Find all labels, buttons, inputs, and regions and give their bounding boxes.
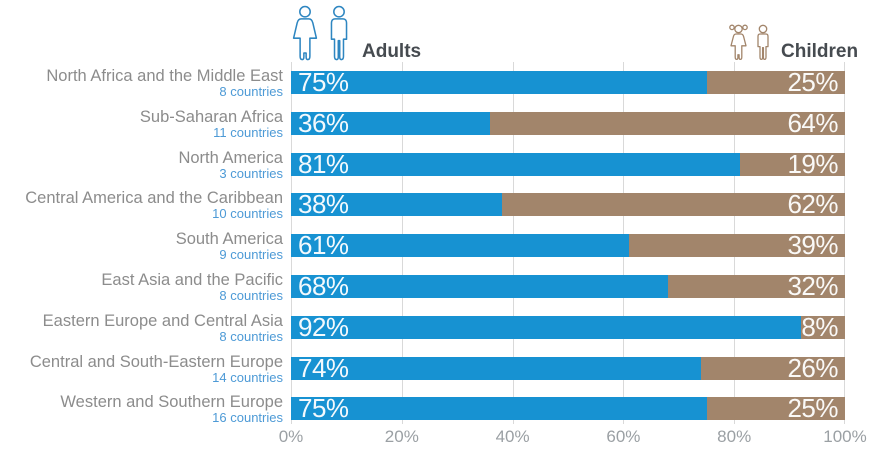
x-tick-label: 40% <box>495 427 530 446</box>
children-bar-segment <box>628 234 845 257</box>
row-labels: Central and South-Eastern Europe 14 count… <box>0 353 283 385</box>
children-bar-segment <box>700 357 845 380</box>
children-percent-label: 8% <box>801 312 838 342</box>
adults-percent-label: 74% <box>298 353 349 383</box>
row-labels: North Africa and the Middle East 8 countr… <box>0 67 283 99</box>
adults-percent-label: 38% <box>298 189 349 219</box>
stacked-bar: 92% 8% <box>291 312 845 342</box>
stacked-bar: 75% 25% <box>291 393 845 423</box>
legend-adults: Adults <box>289 5 421 62</box>
legend-adults-label: Adults <box>362 41 422 62</box>
children-bar-segment <box>800 316 845 339</box>
children-percent-label: 62% <box>787 189 838 219</box>
girl-icon <box>729 24 748 61</box>
countries-label: 11 countries <box>213 124 283 140</box>
adults-bar-segment <box>291 193 502 216</box>
region-label: East Asia and the Pacific <box>101 270 283 289</box>
chart-row: North Africa and the Middle East 8 countr… <box>0 67 874 98</box>
countries-label: 8 countries <box>219 328 283 344</box>
row-labels: South America 9 countries <box>0 230 283 262</box>
children-percent-label: 26% <box>787 353 838 383</box>
woman-icon <box>292 5 318 61</box>
x-tick-label: 20% <box>384 427 419 446</box>
chart-row: Sub-Saharan Africa 11 countries 36% 64% <box>0 108 874 139</box>
children-bar-segment <box>667 275 845 298</box>
region-label: Western and Southern Europe <box>60 392 283 411</box>
x-tick-label: 0% <box>278 427 304 446</box>
stacked-bar: 38% 62% <box>291 189 845 219</box>
stacked-bar: 36% 64% <box>291 108 845 138</box>
adults-percent-label: 75% <box>298 393 349 423</box>
adults-percent-label: 68% <box>298 271 349 301</box>
countries-label: 3 countries <box>219 165 283 181</box>
children-bar-segment <box>706 397 845 420</box>
adults-percent-label: 36% <box>298 108 349 138</box>
chart-row: Central America and the Caribbean 10 coun… <box>0 189 874 220</box>
children-percent-label: 25% <box>787 67 838 97</box>
adults-percent-label: 92% <box>298 312 349 342</box>
boy-icon <box>757 24 769 61</box>
x-tick-label: 80% <box>717 427 752 446</box>
row-labels: Eastern Europe and Central Asia 8 countri… <box>0 312 283 344</box>
countries-label: 9 countries <box>219 246 283 262</box>
children-percent-label: 19% <box>787 149 838 179</box>
chart-row: South America 9 countries 61% 39% <box>0 230 874 261</box>
region-label: South America <box>175 229 283 248</box>
stacked-bar: 68% 32% <box>291 271 845 301</box>
chart-row: Western and Southern Europe 16 countries 7… <box>0 393 874 424</box>
countries-label: 8 countries <box>219 83 283 99</box>
region-label: Eastern Europe and Central Asia <box>42 311 283 330</box>
countries-label: 16 countries <box>212 409 283 425</box>
countries-label: 10 countries <box>212 205 283 221</box>
chart-row: Central and South-Eastern Europe 14 count… <box>0 353 874 384</box>
chart-row: Eastern Europe and Central Asia 8 countri… <box>0 312 874 343</box>
row-labels: East Asia and the Pacific 8 countries <box>0 271 283 303</box>
children-percent-label: 25% <box>787 393 838 423</box>
children-bar-segment <box>706 71 845 94</box>
adults-percent-label: 81% <box>298 149 349 179</box>
adults-percent-label: 75% <box>298 67 349 97</box>
stacked-bar: 81% 19% <box>291 149 845 179</box>
region-label: Sub-Saharan Africa <box>139 107 283 126</box>
row-labels: Sub-Saharan Africa 11 countries <box>0 108 283 140</box>
legend-children: Children <box>727 24 858 62</box>
x-tick-label: 60% <box>606 427 641 446</box>
chart-row: East Asia and the Pacific 8 countries 68% 3… <box>0 271 874 302</box>
region-label: North America <box>178 148 283 167</box>
stacked-bar: 61% 39% <box>291 230 845 260</box>
adults-bar-segment <box>291 153 740 176</box>
stacked-bar: 75% 25% <box>291 67 845 97</box>
row-labels: Central America and the Caribbean 10 coun… <box>0 189 283 221</box>
x-axis: 0% 20% 40% 60% 80% 100% <box>0 427 874 449</box>
adults-bar-segment <box>291 234 629 257</box>
rows-layer: North Africa and the Middle East 8 countr… <box>0 62 874 424</box>
children-bar-segment <box>501 193 845 216</box>
x-tick-label: 100% <box>823 427 867 446</box>
adults-bar-segment <box>291 316 801 339</box>
chart-row: North America 3 countries 81% 19% <box>0 149 874 180</box>
countries-label: 14 countries <box>212 369 283 385</box>
adults-bar-segment <box>291 71 707 94</box>
row-labels: Western and Southern Europe 16 countries <box>0 393 283 425</box>
legend-children-label: Children <box>781 41 859 62</box>
row-labels: North America 3 countries <box>0 149 283 181</box>
adults-bar-segment <box>291 357 701 380</box>
adults-bar-segment <box>291 275 668 298</box>
adults-percent-label: 61% <box>298 230 349 260</box>
adults-bar-segment <box>291 397 707 420</box>
stacked-bar: 74% 26% <box>291 353 845 383</box>
children-percent-label: 64% <box>787 108 838 138</box>
region-label: Central America and the Caribbean <box>25 188 283 207</box>
children-bar-segment <box>739 153 845 176</box>
adults-bar-segment <box>291 112 491 135</box>
region-label: North Africa and the Middle East <box>46 66 283 85</box>
region-label: Central and South-Eastern Europe <box>29 352 283 371</box>
man-icon <box>330 5 348 61</box>
countries-label: 8 countries <box>219 287 283 303</box>
children-percent-label: 32% <box>787 271 838 301</box>
children-bar-segment <box>490 112 845 135</box>
children-percent-label: 39% <box>787 230 838 260</box>
